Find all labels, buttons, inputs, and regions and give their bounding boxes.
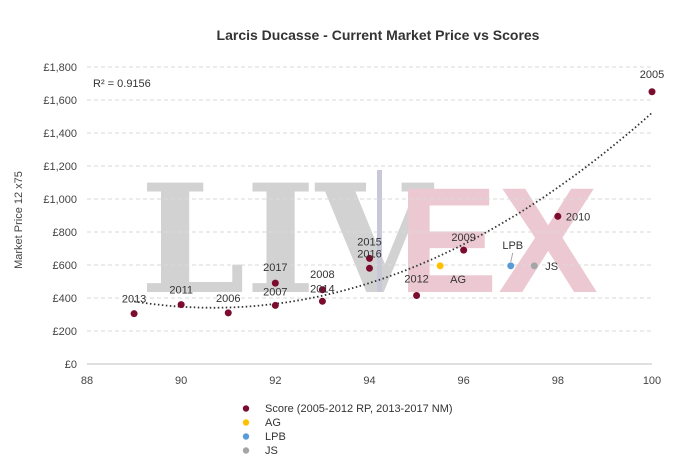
gridlines: [87, 66, 652, 332]
watermark-liv: LIV: [140, 152, 435, 328]
legend-marker: [242, 419, 250, 426]
data-point: [271, 301, 279, 309]
y-tick-label: £1,600: [43, 95, 77, 107]
data-point: [224, 309, 232, 317]
data-label: 2010: [566, 211, 590, 223]
x-tick-label: 90: [175, 375, 187, 387]
data-point: [366, 264, 373, 272]
data-label: 2005: [640, 69, 664, 81]
data-point: [318, 286, 326, 294]
data-point: [177, 301, 185, 309]
legend-marker: [242, 433, 250, 440]
legend-entry: Score (2005-2012 RP, 2013-2017 NM): [265, 403, 453, 415]
data-point: [530, 262, 538, 270]
x-axis-ticks: 88 90 92 94 96 98 100: [81, 375, 661, 387]
data-point: [318, 297, 326, 305]
data-label: LPB: [502, 240, 523, 252]
watermark-ex: EX: [398, 156, 598, 324]
data-label: 2009: [451, 232, 475, 244]
data-label: 2014: [310, 283, 334, 295]
y-tick-label: £1,000: [43, 194, 77, 206]
data-point: [366, 254, 373, 262]
y-axis-ticks: £0 £200 £400 £600 £800 £1,000 £1,200 £1,400 £1,6…: [43, 62, 77, 371]
watermark-divider: [377, 170, 382, 292]
data-label: 2006: [216, 293, 240, 305]
legend-marker: [242, 447, 250, 454]
x-tick-label: 88: [81, 375, 93, 387]
data-point: [271, 279, 279, 287]
chart-title: Larcis Ducasse - Current Market Price vs…: [217, 27, 540, 43]
data-label: 2017: [263, 262, 287, 274]
data-point: [460, 246, 468, 254]
y-tick-label: £0: [65, 359, 77, 371]
data-point: [554, 212, 562, 220]
data-point: [507, 262, 515, 270]
data-label: AG: [450, 274, 466, 286]
y-axis-label: Market Price 12 x75: [13, 171, 25, 269]
legend-entry: JS: [265, 445, 278, 457]
data-label: 2011: [169, 285, 193, 297]
legend-entry: AG: [265, 417, 281, 429]
data-label: JS: [545, 261, 558, 273]
legend-entry: LPB: [265, 431, 286, 443]
y-tick-label: £1,400: [43, 128, 77, 140]
data-point: [413, 292, 421, 300]
data-label: 2013: [122, 294, 146, 306]
data-label: 2012: [404, 274, 428, 286]
data-label: 2016: [357, 248, 381, 260]
data-label: 2008: [310, 269, 334, 281]
livex-watermark: LIV EX: [140, 152, 598, 328]
data-point: [436, 262, 444, 270]
x-tick-label: 94: [363, 375, 375, 387]
data-point: [648, 88, 656, 96]
x-tick-label: 98: [552, 375, 564, 387]
legend: Score (2005-2012 RP, 2013-2017 NM) AG LPB J…: [242, 403, 453, 457]
x-tick-label: 96: [458, 375, 470, 387]
leader-line: [510, 252, 514, 262]
y-tick-label: £600: [53, 260, 77, 272]
x-tick-label: 92: [269, 375, 281, 387]
y-tick-label: £800: [53, 227, 77, 239]
y-tick-label: £400: [53, 293, 77, 305]
data-point: [130, 310, 138, 318]
legend-marker: [242, 405, 250, 412]
y-tick-label: £1,800: [43, 62, 77, 74]
y-tick-label: £1,200: [43, 161, 77, 173]
x-tick-label: 100: [643, 375, 661, 387]
r-squared-label: R² = 0.9156: [93, 78, 151, 90]
data-label: 2007: [263, 286, 287, 298]
y-tick-label: £200: [53, 326, 77, 338]
data-label: 2015: [357, 236, 381, 248]
data-points: [130, 88, 656, 318]
